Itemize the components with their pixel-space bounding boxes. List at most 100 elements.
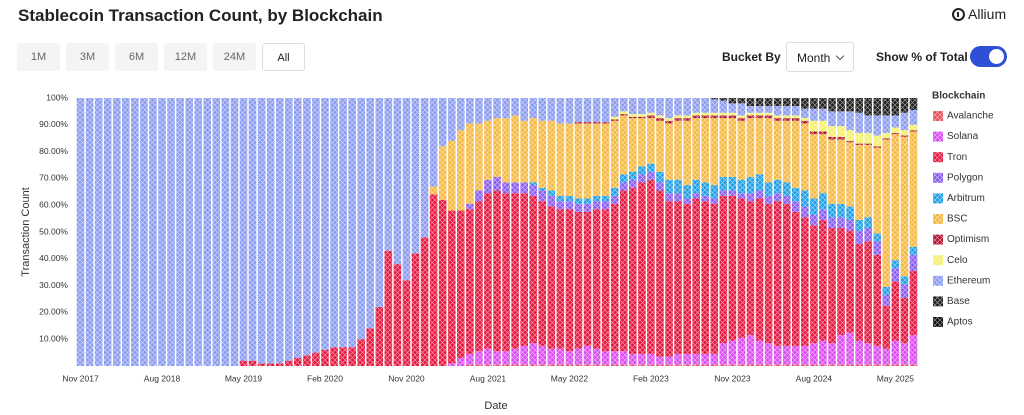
bar-segment	[909, 246, 918, 255]
bar-segment	[764, 195, 773, 204]
bar-segment	[801, 364, 809, 366]
bar-segment	[303, 98, 311, 356]
bar-segment	[837, 217, 845, 228]
bar-segment	[656, 98, 664, 116]
bar-segment	[828, 364, 836, 366]
bar-segment	[746, 364, 755, 366]
bar-segment	[638, 182, 646, 354]
bar-segment	[203, 98, 212, 366]
bar-segment	[692, 118, 700, 180]
bar-segment	[710, 112, 719, 116]
bar-segment	[610, 119, 619, 121]
bar-segment	[891, 268, 900, 282]
bar-segment	[828, 343, 836, 365]
range-button[interactable]: 6M	[115, 43, 158, 71]
bar-segment	[773, 193, 782, 202]
bar-segment	[629, 98, 637, 115]
bar-segment	[493, 118, 501, 178]
bar-segment	[610, 187, 619, 196]
bar-segment	[565, 351, 574, 365]
bar-segment	[837, 111, 845, 127]
logo: Allium	[952, 6, 1006, 22]
bar-segment	[801, 190, 809, 207]
bar-segment	[837, 139, 845, 204]
bar-segment	[755, 198, 764, 341]
bar-segment	[801, 98, 809, 109]
bar-segment	[411, 98, 420, 254]
bar-segment	[556, 98, 565, 124]
bar-segment	[683, 120, 691, 186]
bar-segment	[683, 364, 691, 366]
bar-segment	[773, 106, 782, 116]
bar-segment	[583, 198, 592, 204]
bar-segment	[574, 122, 583, 124]
bar-segment	[846, 230, 854, 333]
bar-segment	[76, 98, 85, 366]
bar-segment	[601, 98, 610, 123]
bar-segment	[348, 98, 356, 348]
range-button[interactable]: All	[262, 43, 305, 71]
bar-segment	[782, 364, 791, 366]
y-tick-label: 70.00%	[39, 173, 68, 183]
bar-segment	[520, 182, 528, 194]
bar-segment	[773, 364, 782, 366]
bucket-dropdown[interactable]: Month	[786, 42, 854, 72]
legend-swatch	[933, 214, 943, 224]
bar-segment	[583, 203, 592, 212]
bar-segment	[701, 115, 710, 119]
x-tick-label: Nov 2020	[388, 373, 425, 383]
bar-segment	[511, 98, 519, 116]
bar-segment	[674, 201, 682, 354]
bar-segment	[538, 98, 547, 121]
bar-segment	[746, 118, 755, 178]
bar-segment	[484, 179, 492, 194]
bar-segment	[638, 166, 646, 175]
bar-segment	[601, 209, 610, 352]
bar-segment	[692, 198, 700, 354]
bar-segment	[674, 364, 682, 366]
bar-segment	[909, 364, 918, 366]
bar-segment	[819, 340, 827, 365]
bar-segment	[801, 120, 809, 124]
bar-segment	[330, 347, 338, 366]
bar-segment	[837, 98, 845, 112]
range-button[interactable]: 12M	[164, 43, 207, 71]
bar-segment	[674, 179, 682, 194]
bar-segment	[873, 98, 882, 100]
bar-segment	[475, 351, 483, 365]
range-button[interactable]: 1M	[17, 43, 60, 71]
bar-segment	[782, 115, 791, 119]
bar-segment	[746, 335, 755, 365]
bar-segment	[782, 182, 791, 196]
bar-segment	[547, 98, 556, 121]
bar-segment	[692, 115, 700, 119]
percent-toggle[interactable]	[970, 46, 1007, 67]
bar-segment	[158, 98, 166, 366]
bar-segment	[683, 118, 691, 121]
bar-segment	[493, 98, 501, 119]
bar-segment	[837, 227, 845, 336]
bar-segment	[656, 182, 664, 191]
bar-segment	[456, 98, 465, 131]
bar-segment	[538, 364, 547, 366]
bar-segment	[801, 108, 809, 119]
x-tick-label: Aug 2018	[144, 373, 181, 383]
bar-segment	[873, 147, 882, 234]
range-button[interactable]: 24M	[213, 43, 256, 71]
bar-segment	[529, 364, 538, 366]
legend-swatch	[933, 111, 943, 121]
legend-label: Avalanche	[947, 111, 994, 122]
bar-segment	[447, 98, 456, 141]
range-button[interactable]: 3M	[66, 43, 109, 71]
bar-segment	[574, 98, 583, 123]
bar-segment	[619, 364, 628, 366]
bar-segment	[674, 115, 682, 119]
legend-label: Ethereum	[947, 275, 990, 286]
bar-segment	[565, 98, 574, 124]
bar-segment	[647, 364, 655, 366]
bar-segment	[692, 364, 700, 366]
bar-segment	[547, 195, 556, 207]
bar-segment	[565, 195, 574, 202]
bar-segment	[846, 111, 854, 131]
bar-segment	[321, 349, 329, 366]
